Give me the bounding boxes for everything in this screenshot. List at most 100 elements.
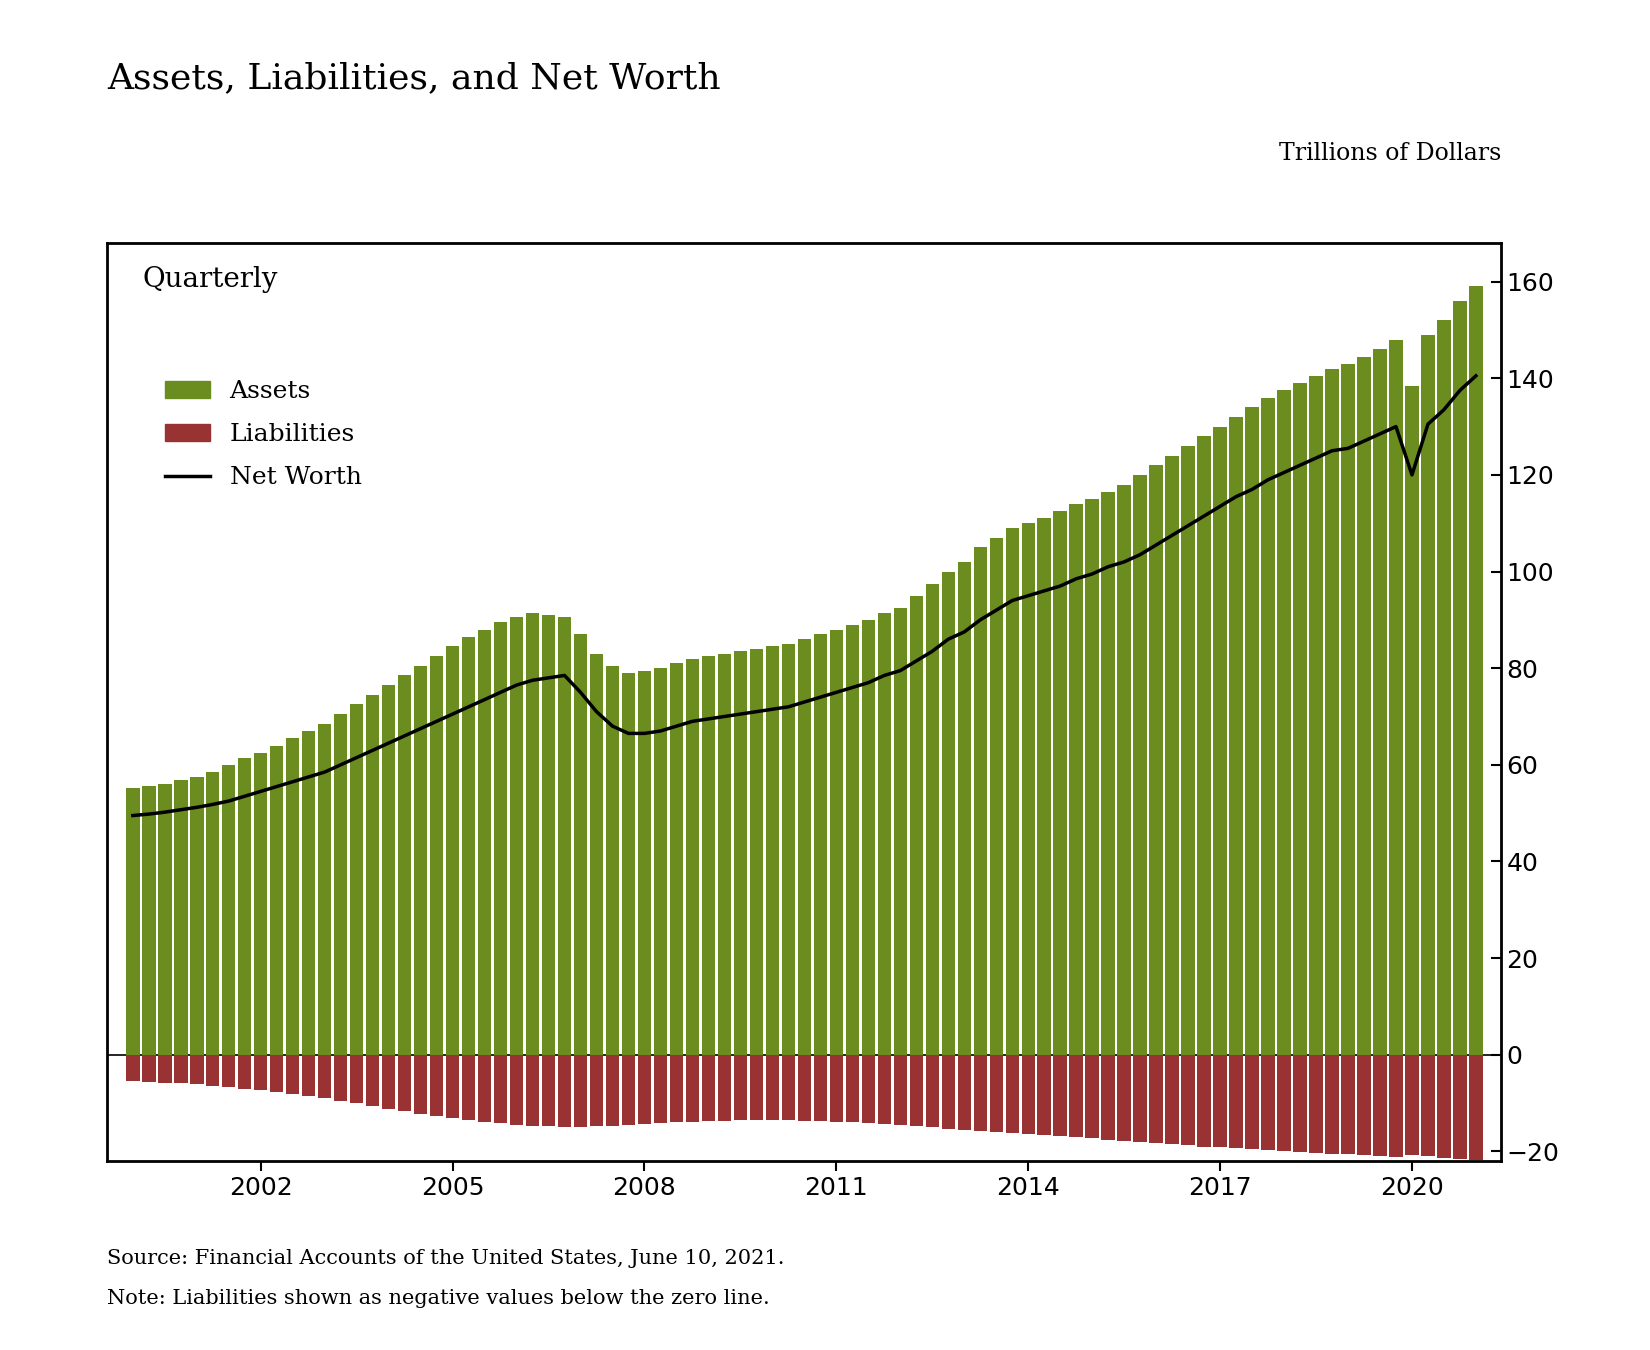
Bar [974, 547, 987, 1054]
Bar [894, 608, 908, 1054]
Bar [701, 656, 714, 1054]
Bar [894, 1054, 908, 1126]
Bar [718, 1054, 731, 1120]
Bar [878, 613, 891, 1054]
Bar [1165, 1054, 1178, 1143]
Bar [142, 1054, 155, 1081]
Bar [1406, 386, 1419, 1054]
Bar [526, 613, 540, 1054]
Bar [1277, 390, 1290, 1054]
Bar [1468, 286, 1483, 1054]
Bar [285, 738, 299, 1054]
Bar [350, 1054, 363, 1103]
Bar [1021, 524, 1035, 1054]
Bar [1310, 375, 1323, 1054]
Bar [1117, 485, 1130, 1054]
Bar [639, 1054, 652, 1125]
Bar [1373, 1054, 1386, 1156]
Bar [861, 620, 875, 1054]
Bar [350, 705, 363, 1054]
Bar [238, 757, 251, 1054]
Bar [1389, 1054, 1402, 1157]
Bar [175, 1054, 188, 1083]
Bar [574, 1054, 587, 1127]
Bar [957, 1054, 970, 1130]
Bar [1053, 1054, 1068, 1137]
Bar [381, 1054, 396, 1108]
Bar [478, 1054, 492, 1122]
Bar [431, 656, 444, 1054]
Bar [1181, 1054, 1195, 1145]
Bar [1038, 518, 1051, 1054]
Bar [653, 668, 667, 1054]
Bar [701, 1054, 714, 1122]
Bar [1373, 350, 1386, 1054]
Bar [1261, 398, 1275, 1054]
Bar [1213, 1054, 1228, 1148]
Bar [254, 753, 267, 1054]
Bar [1341, 1054, 1355, 1154]
Bar [1150, 466, 1163, 1054]
Bar [1325, 369, 1338, 1054]
Bar [782, 644, 795, 1054]
Bar [1358, 1054, 1371, 1156]
Bar [1358, 356, 1371, 1054]
Bar [493, 1054, 507, 1123]
Bar [1005, 1054, 1020, 1134]
Bar [1246, 1054, 1259, 1149]
Bar [830, 629, 843, 1054]
Bar [942, 1054, 955, 1129]
Bar [158, 1054, 172, 1083]
Bar [1437, 1054, 1450, 1157]
Bar [1421, 1054, 1434, 1156]
Bar [1454, 301, 1467, 1054]
Bar [366, 695, 380, 1054]
Bar [589, 653, 604, 1054]
Bar [749, 1054, 762, 1120]
Bar [558, 1054, 571, 1127]
Bar [431, 1054, 444, 1116]
Bar [223, 1054, 236, 1087]
Bar [285, 1054, 299, 1094]
Bar [1165, 455, 1178, 1054]
Bar [558, 617, 571, 1054]
Bar [254, 1054, 267, 1089]
Bar [158, 783, 172, 1054]
Bar [990, 537, 1003, 1054]
Bar [909, 595, 922, 1054]
Bar [1341, 363, 1355, 1054]
Bar [510, 617, 523, 1054]
Bar [125, 788, 140, 1054]
Bar [1021, 1054, 1035, 1134]
Bar [206, 772, 219, 1054]
Bar [493, 622, 507, 1054]
Bar [1310, 1054, 1323, 1153]
Bar [957, 562, 970, 1054]
Bar [1468, 1054, 1483, 1160]
Text: Quarterly: Quarterly [142, 266, 277, 293]
Bar [1389, 340, 1402, 1054]
Bar [1038, 1054, 1051, 1135]
Bar [1198, 1054, 1211, 1146]
Bar [813, 1054, 827, 1122]
Bar [1277, 1054, 1290, 1152]
Bar [125, 1054, 140, 1081]
Bar [175, 780, 188, 1054]
Bar [1198, 436, 1211, 1054]
Bar [206, 1054, 219, 1085]
Bar [718, 653, 731, 1054]
Bar [1213, 427, 1228, 1054]
Bar [926, 1054, 939, 1127]
Bar [653, 1054, 667, 1123]
Bar [366, 1054, 380, 1106]
Bar [1134, 475, 1147, 1054]
Bar [190, 776, 203, 1054]
Bar [1181, 446, 1195, 1054]
Bar [1246, 408, 1259, 1054]
Bar [589, 1054, 604, 1126]
Bar [686, 659, 700, 1054]
Bar [734, 1054, 747, 1120]
Bar [1117, 1054, 1130, 1141]
Bar [622, 1054, 635, 1126]
Bar [1229, 417, 1242, 1054]
